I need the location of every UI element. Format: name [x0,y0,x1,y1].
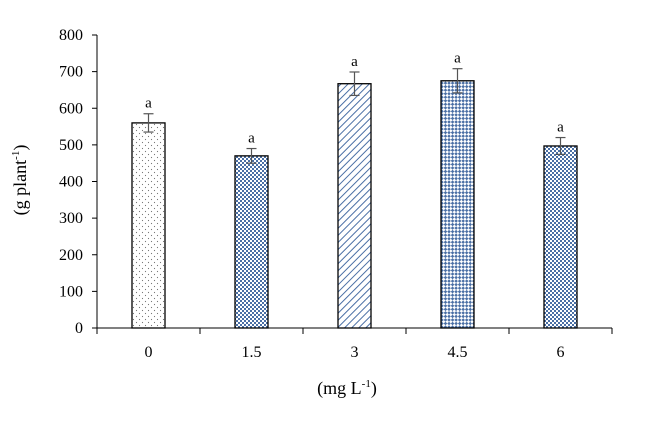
x-axis-title: (mg L-1) [317,378,377,399]
x-tick-label: 0 [145,344,153,361]
y-tick-label: 600 [59,100,83,117]
significance-label: a [248,131,255,147]
bars: a a a a a [131,51,578,329]
x-tick-label: 6 [557,344,565,361]
bar [440,80,475,329]
x-tick-label: 3 [351,344,359,361]
x-axis: 0 1.5 3 4.5 6 [96,327,613,361]
y-tick-label: 400 [59,174,83,191]
significance-label: a [454,51,461,67]
y-axis: 0 100 200 300 400 500 600 700 800 [59,27,98,337]
bar [543,145,578,329]
y-tick-label: 800 [59,27,83,44]
y-tick-label: 700 [59,64,83,81]
y-tick-label: 300 [59,210,83,227]
x-tick-label: 1.5 [242,344,262,361]
significance-label: a [145,96,152,112]
bar [234,155,269,329]
significance-label: a [351,54,358,70]
significance-label: a [557,120,564,136]
y-tick-label: 500 [59,137,83,154]
y-tick-label: 200 [59,247,83,264]
bar [337,83,372,329]
x-tick-label: 4.5 [448,344,468,361]
bar [131,122,166,329]
y-axis-title: (g plant-1) [10,145,31,216]
y-tick-label: 0 [75,320,83,337]
y-tick-label: 100 [59,283,83,300]
